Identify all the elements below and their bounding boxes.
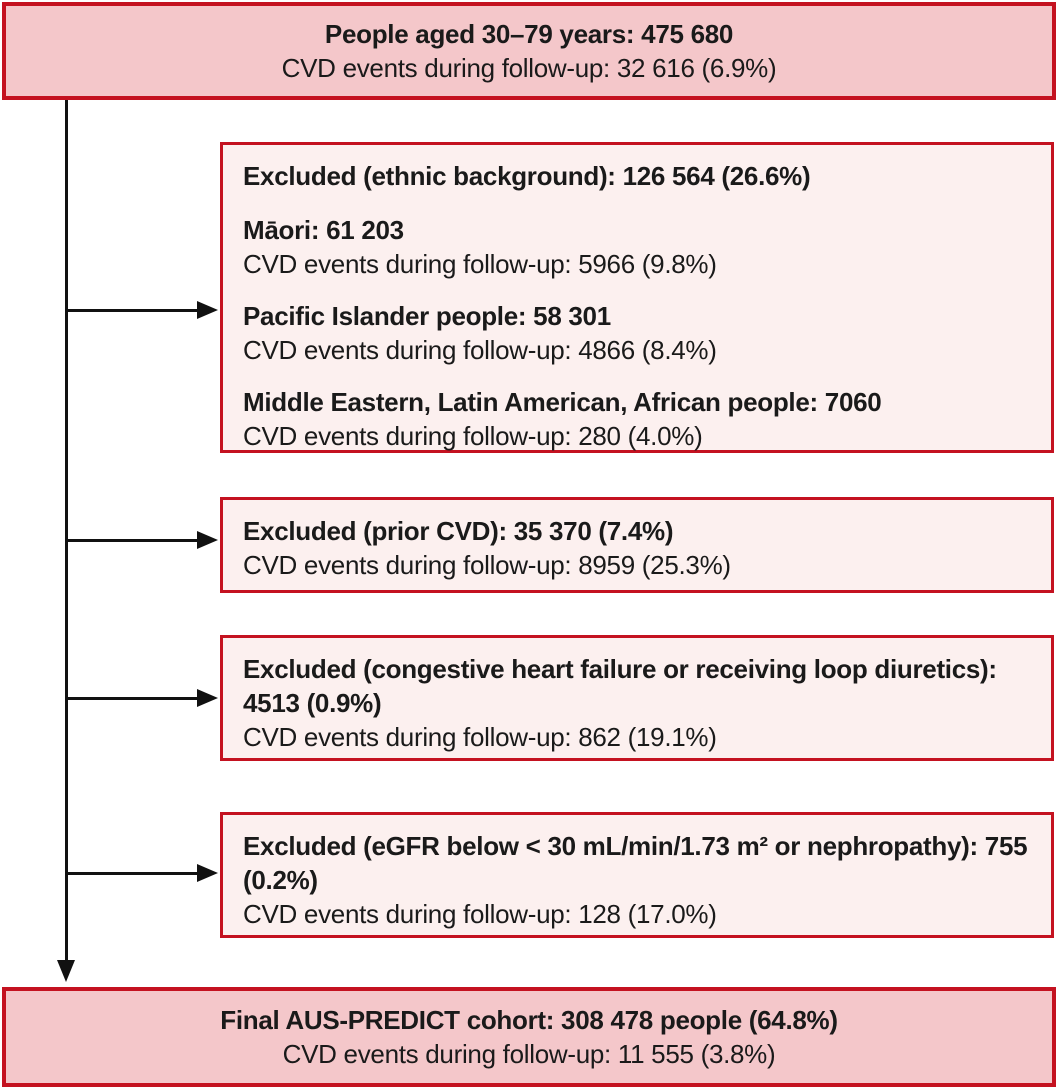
exclusion-box-egfr: Excluded (eGFR below < 30 mL/min/1.73 m²… xyxy=(220,812,1054,938)
ethnic-group-pacific: Pacific Islander people: 58 301 CVD even… xyxy=(243,299,1031,367)
ethnic-group-maori: Māori: 61 203 CVD events during follow-u… xyxy=(243,213,1031,281)
flow-arrow-chf-line xyxy=(66,697,198,700)
top-box: People aged 30–79 years: 475 680 CVD eve… xyxy=(2,2,1056,100)
flow-arrow-egfr-line xyxy=(66,872,198,875)
right-arrowhead-icon xyxy=(197,301,218,319)
right-arrowhead-icon xyxy=(197,689,218,707)
down-arrowhead-icon xyxy=(57,960,75,982)
exclusion-box-ethnic: Excluded (ethnic background): 126 564 (2… xyxy=(220,142,1054,453)
exclusion-egfr-title: Excluded (eGFR below < 30 mL/min/1.73 m²… xyxy=(243,831,1028,895)
exclusion-prior-cvd-events: CVD events during follow-up: 8959 (25.3%… xyxy=(243,550,731,580)
final-box: Final AUS-PREDICT cohort: 308 478 people… xyxy=(2,987,1056,1087)
final-box-events-text: CVD events during follow-up: 11 555 (3.8… xyxy=(282,1039,776,1069)
flow-arrow-prior-cvd-line xyxy=(66,539,198,542)
exclusion-egfr-events: CVD events during follow-up: 128 (17.0%) xyxy=(243,899,717,929)
ethnic-group-melaa: Middle Eastern, Latin American, African … xyxy=(243,385,1031,453)
ethnic-group-pacific-name: Pacific Islander people: 58 301 xyxy=(243,301,611,331)
exclusion-chf-title: Excluded (congestive heart failure or re… xyxy=(243,654,997,718)
top-box-events-text: CVD events during follow-up: 32 616 (6.9… xyxy=(281,53,777,83)
main-flow-line xyxy=(65,100,68,962)
ethnic-group-melaa-name: Middle Eastern, Latin American, African … xyxy=(243,387,882,417)
exclusion-ethnic-title: Excluded (ethnic background): 126 564 (2… xyxy=(243,161,811,191)
top-box-population-text: People aged 30–79 years: 475 680 xyxy=(324,19,734,49)
exclusion-box-chf: Excluded (congestive heart failure or re… xyxy=(220,635,1054,761)
ethnic-group-maori-name: Māori: 61 203 xyxy=(243,215,404,245)
right-arrowhead-icon xyxy=(197,864,218,882)
exclusion-box-prior-cvd: Excluded (prior CVD): 35 370 (7.4%) CVD … xyxy=(220,497,1054,593)
exclusion-chf-events: CVD events during follow-up: 862 (19.1%) xyxy=(243,722,717,752)
ethnic-group-pacific-events: CVD events during follow-up: 4866 (8.4%) xyxy=(243,335,717,365)
flow-arrow-ethnic-line xyxy=(66,309,198,312)
right-arrowhead-icon xyxy=(197,531,218,549)
ethnic-group-maori-events: CVD events during follow-up: 5966 (9.8%) xyxy=(243,249,717,279)
ethnic-group-melaa-events: CVD events during follow-up: 280 (4.0%) xyxy=(243,421,703,451)
final-box-cohort-text: Final AUS-PREDICT cohort: 308 478 people… xyxy=(220,1005,838,1035)
exclusion-prior-cvd-title: Excluded (prior CVD): 35 370 (7.4%) xyxy=(243,516,674,546)
